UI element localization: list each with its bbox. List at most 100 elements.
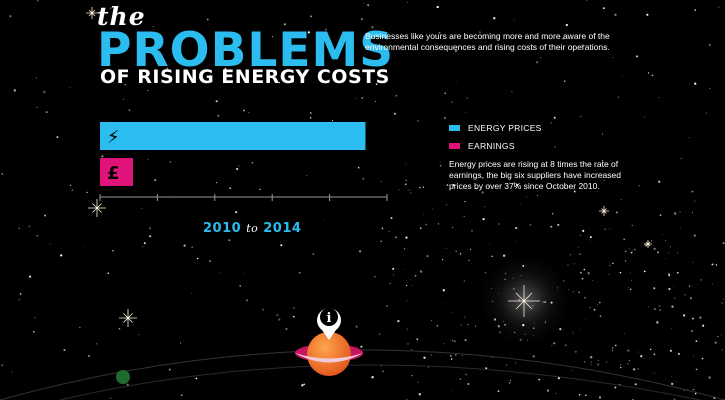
star bbox=[667, 273, 671, 276]
star bbox=[463, 280, 465, 282]
star bbox=[608, 273, 610, 275]
star bbox=[86, 191, 88, 194]
star bbox=[654, 308, 656, 310]
star bbox=[630, 280, 632, 281]
star bbox=[720, 334, 722, 336]
star bbox=[191, 246, 193, 248]
star bbox=[709, 44, 711, 46]
star bbox=[243, 109, 245, 112]
star bbox=[656, 321, 659, 324]
star bbox=[637, 368, 639, 370]
star bbox=[128, 109, 131, 112]
star bbox=[34, 317, 36, 319]
star bbox=[35, 77, 38, 79]
star bbox=[603, 179, 605, 182]
star bbox=[419, 186, 421, 189]
star bbox=[471, 263, 472, 265]
star bbox=[356, 346, 358, 348]
star bbox=[559, 327, 562, 331]
star bbox=[620, 198, 622, 201]
star bbox=[648, 306, 649, 308]
period-label: 2010 to 2014 bbox=[203, 221, 301, 236]
star bbox=[598, 359, 599, 361]
star bbox=[426, 254, 429, 258]
star bbox=[671, 305, 674, 308]
star bbox=[130, 14, 133, 17]
star bbox=[484, 206, 486, 208]
intro-text: Businesses like yours are becoming more … bbox=[365, 31, 610, 52]
page-subtitle: OF RISING ENERGY COSTS bbox=[100, 66, 390, 88]
star bbox=[624, 285, 626, 287]
star bbox=[464, 200, 466, 203]
star bbox=[609, 264, 611, 267]
star bbox=[599, 315, 602, 317]
star bbox=[418, 393, 421, 396]
star bbox=[110, 397, 112, 399]
star bbox=[445, 204, 447, 206]
star bbox=[653, 247, 656, 251]
star bbox=[564, 344, 567, 346]
star bbox=[298, 271, 301, 274]
star bbox=[451, 339, 454, 342]
star bbox=[671, 382, 674, 386]
star bbox=[657, 251, 659, 254]
star bbox=[310, 112, 312, 114]
star bbox=[491, 255, 493, 258]
star bbox=[475, 187, 478, 190]
star bbox=[403, 248, 406, 250]
star bbox=[534, 322, 535, 324]
star bbox=[28, 225, 31, 228]
star bbox=[405, 163, 407, 165]
star bbox=[584, 361, 586, 363]
star bbox=[464, 339, 467, 342]
star bbox=[467, 323, 469, 326]
star bbox=[43, 90, 46, 94]
star bbox=[101, 155, 104, 158]
star bbox=[443, 117, 446, 119]
star bbox=[244, 272, 246, 274]
star bbox=[544, 321, 546, 323]
star bbox=[562, 37, 564, 40]
star bbox=[674, 297, 676, 299]
star bbox=[629, 272, 631, 274]
star bbox=[612, 262, 614, 265]
star bbox=[628, 360, 631, 362]
star bbox=[82, 246, 84, 248]
star bbox=[18, 227, 21, 230]
star bbox=[606, 361, 608, 363]
star bbox=[95, 342, 98, 345]
star bbox=[442, 302, 444, 303]
star bbox=[441, 258, 444, 261]
star bbox=[542, 276, 543, 278]
star bbox=[571, 369, 573, 371]
star bbox=[537, 201, 539, 203]
star bbox=[597, 363, 600, 366]
star bbox=[382, 370, 385, 373]
star bbox=[485, 367, 488, 370]
star bbox=[224, 68, 227, 70]
star bbox=[676, 271, 679, 274]
star bbox=[142, 246, 144, 248]
star bbox=[60, 254, 63, 257]
star bbox=[520, 274, 523, 277]
star bbox=[647, 72, 650, 74]
star bbox=[109, 68, 111, 70]
star bbox=[357, 166, 360, 169]
star bbox=[491, 356, 494, 359]
star bbox=[180, 342, 182, 344]
star bbox=[544, 301, 547, 303]
star bbox=[515, 240, 517, 242]
star bbox=[699, 316, 702, 319]
chart-description: Energy prices are rising at 8 times the … bbox=[449, 159, 621, 191]
star bbox=[631, 224, 633, 226]
star bbox=[651, 74, 654, 77]
star bbox=[317, 321, 320, 323]
star bbox=[453, 340, 456, 343]
star bbox=[614, 386, 617, 389]
star bbox=[362, 177, 365, 180]
star bbox=[481, 191, 484, 194]
sparkle-star bbox=[508, 285, 540, 317]
star bbox=[69, 184, 72, 186]
star bbox=[712, 283, 713, 285]
sparkle-star bbox=[86, 7, 98, 19]
